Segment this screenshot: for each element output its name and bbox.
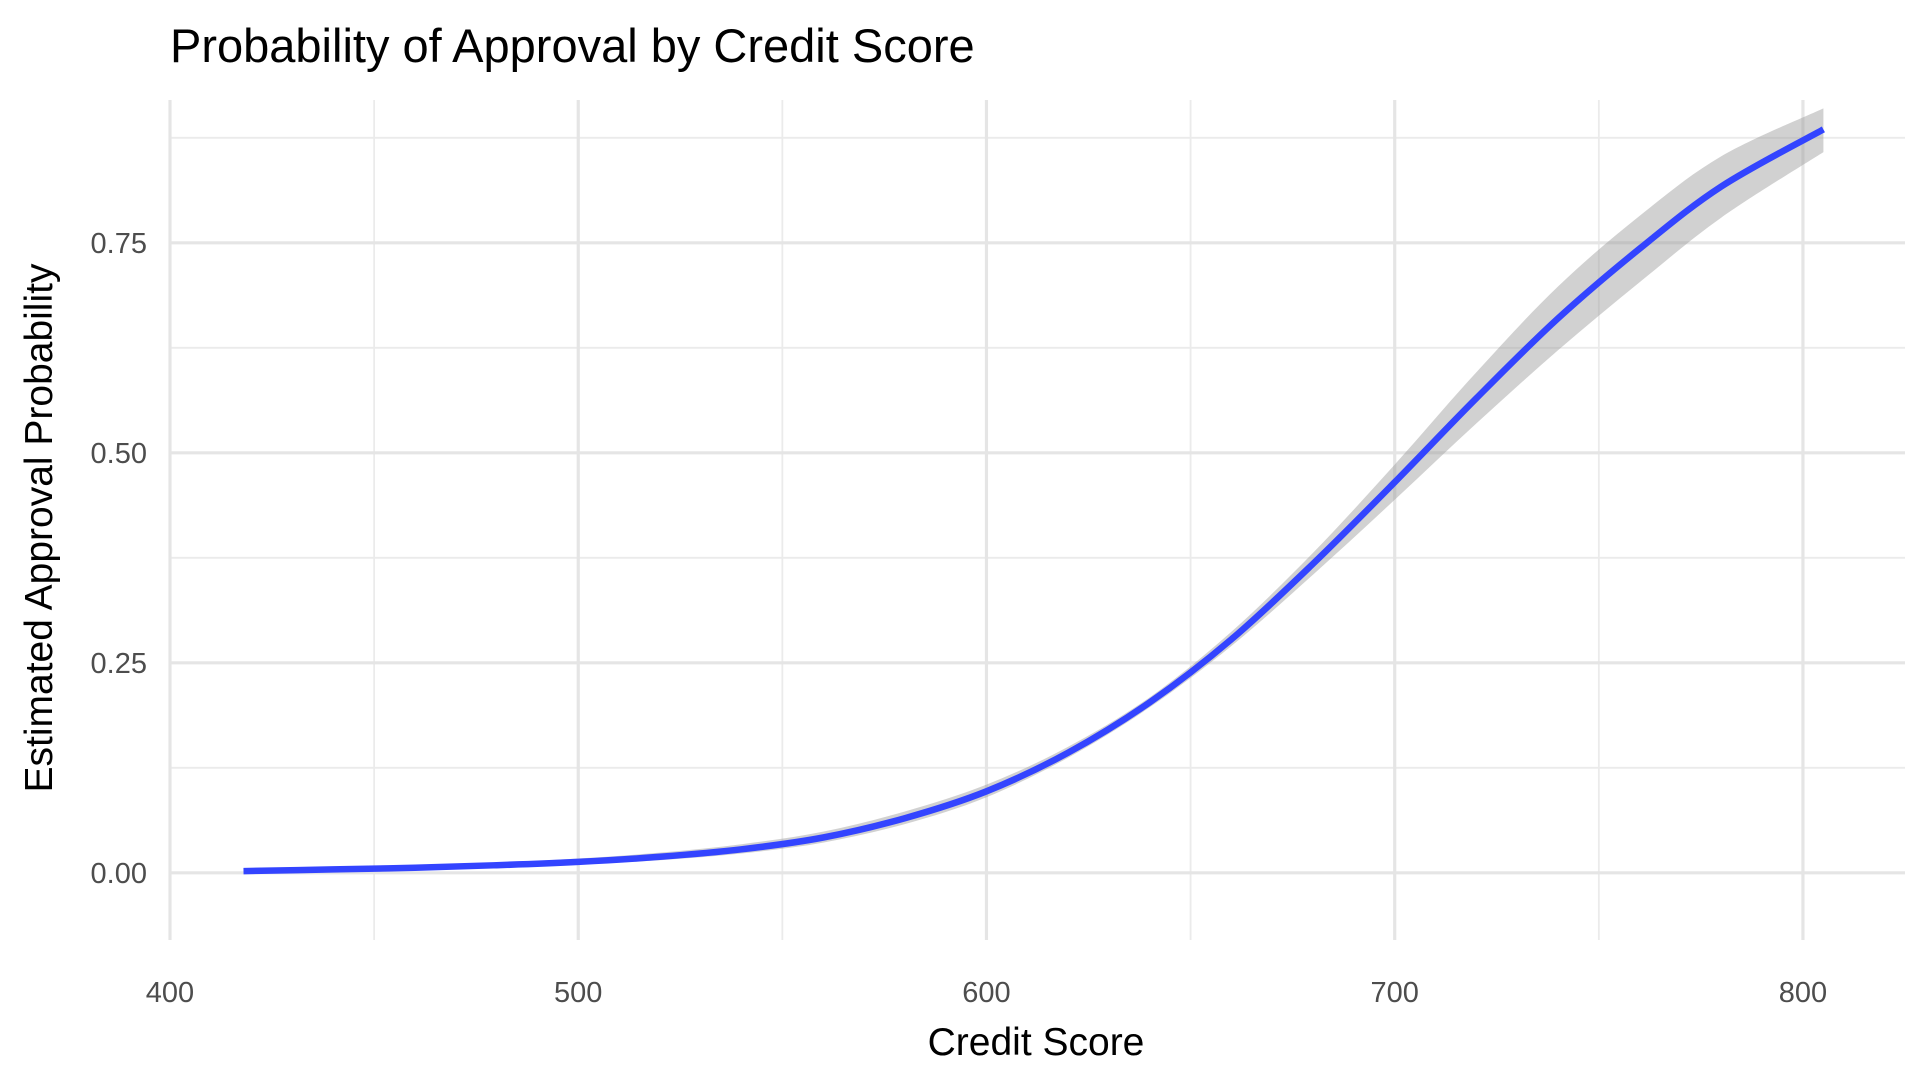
x-axis-title: Credit Score xyxy=(928,1021,1145,1064)
confidence-band xyxy=(243,108,1824,872)
y-tick-label: 0.25 xyxy=(91,648,147,680)
y-tick-label: 0.50 xyxy=(91,438,147,470)
chart-title: Probability of Approval by Credit Score xyxy=(170,19,975,72)
x-tick-label: 600 xyxy=(962,977,1010,1009)
y-tick-label: 0.00 xyxy=(91,858,147,890)
y-axis-title: Estimated Approval Probability xyxy=(18,263,61,792)
x-tick-label: 400 xyxy=(146,977,194,1009)
fitted-line xyxy=(243,126,1825,875)
series-layer xyxy=(243,108,1825,875)
x-tick-label: 800 xyxy=(1779,977,1827,1009)
x-tick-label: 500 xyxy=(554,977,602,1009)
tick-labels: 400 500 600 700 800 0.00 0.25 0.50 0.75 xyxy=(91,228,1828,1009)
major-gridlines xyxy=(168,100,1905,940)
y-tick-label: 0.75 xyxy=(91,228,147,260)
x-tick-label: 700 xyxy=(1371,977,1419,1009)
